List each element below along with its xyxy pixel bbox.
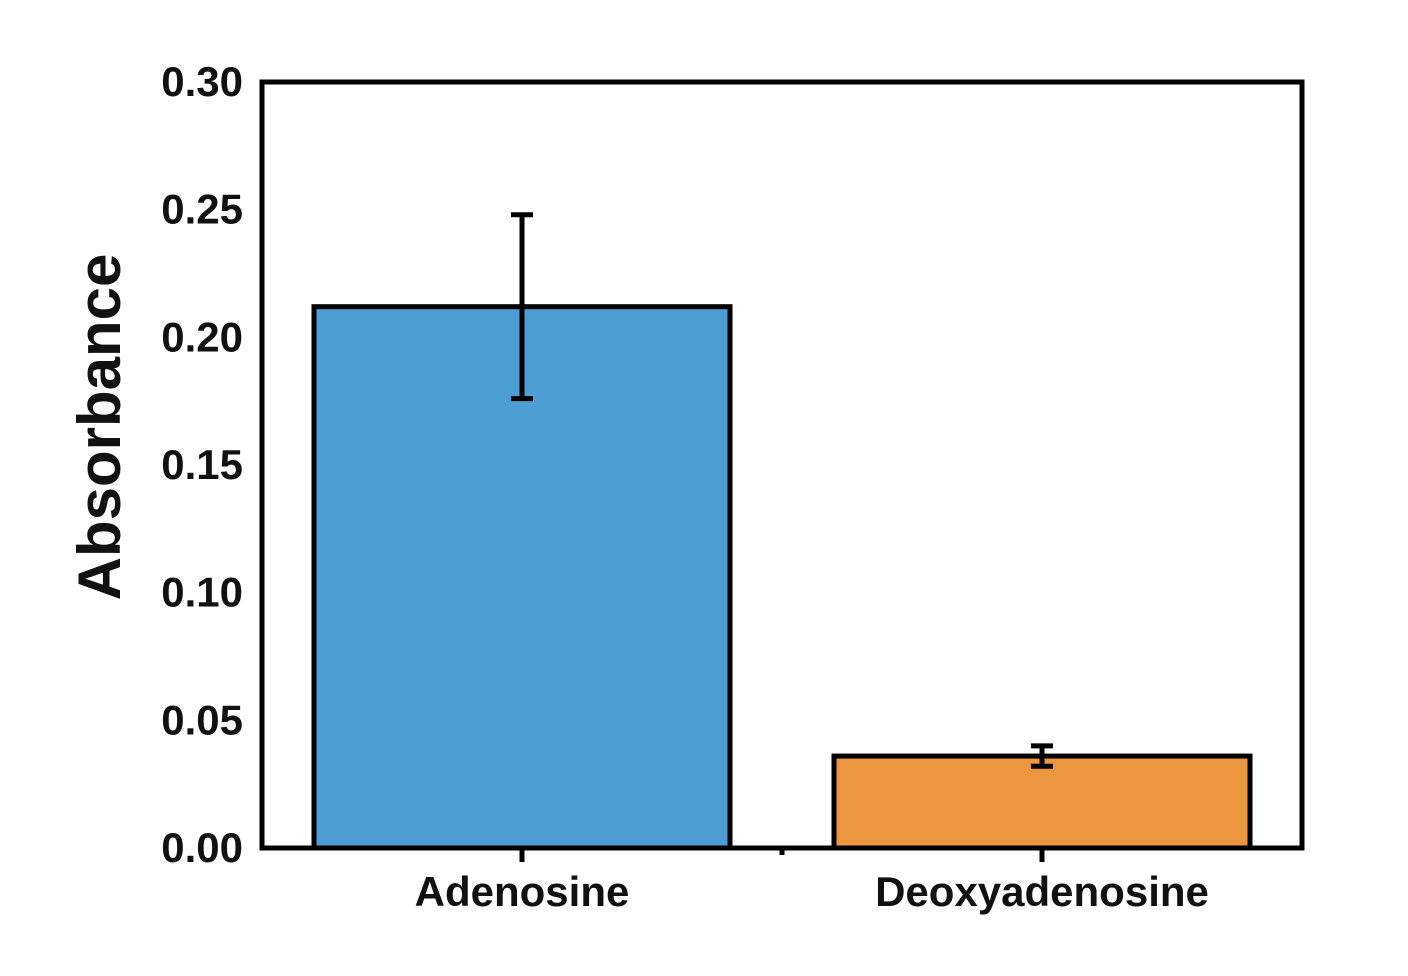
y-tick-label: 0.10: [161, 569, 243, 616]
error-bar-adenosine: [511, 212, 533, 402]
x-axis-ticks: Adenosine Deoxyadenosine: [415, 848, 1209, 915]
bars-layer: [311, 304, 1253, 851]
error-bar-deoxyadenosine: [1031, 743, 1053, 769]
y-axis-title: Absorbance: [66, 254, 133, 601]
error-bars-layer: [511, 212, 1053, 769]
x-tick-label-adenosine: Adenosine: [415, 868, 630, 915]
y-tick-label: 0.05: [161, 696, 243, 743]
y-tick-label: 0.25: [161, 186, 243, 233]
y-tick-label: 0.30: [161, 58, 243, 105]
bar-deoxyadenosine: [831, 753, 1253, 851]
y-tick-label: 0.20: [161, 313, 243, 360]
y-axis-ticks: 0.00 0.05 0.10 0.15 0.20 0.25 0.30: [161, 58, 243, 871]
y-tick-label: 0.00: [161, 824, 243, 871]
y-tick-label: 0.15: [161, 441, 243, 488]
x-tick-label-deoxyadenosine: Deoxyadenosine: [875, 868, 1209, 915]
